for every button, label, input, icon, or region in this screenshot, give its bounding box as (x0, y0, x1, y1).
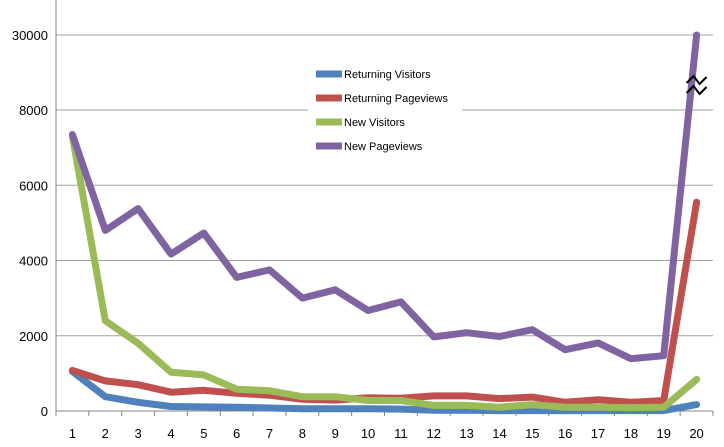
x-tick-label: 4 (167, 426, 174, 441)
x-tick-label: 19 (656, 426, 670, 441)
x-tick-label: 8 (299, 426, 306, 441)
x-tick-label: 6 (233, 426, 240, 441)
series-line-new-visitors (68, 132, 701, 412)
legend-label: Returning Visitors (344, 69, 431, 81)
x-axis-tick-labels: 1 2 3 4 5 6 7 8 9 10 11 12 13 14 15 16 17 18 19 20 (69, 426, 704, 441)
axis-break-icon (685, 84, 708, 96)
x-tick-label: 1 (69, 426, 76, 441)
y-axis-tick-labels: 0 2000 4000 6000 8000 30000 (12, 28, 48, 419)
x-tick-label: 12 (427, 426, 441, 441)
y-tick-label: 2000 (19, 329, 48, 344)
x-tick-label: 3 (135, 426, 142, 441)
x-tick-label: 10 (361, 426, 375, 441)
y-tick-label: 4000 (19, 254, 48, 269)
y-tick-label: 0 (41, 404, 48, 419)
x-tick-label: 16 (558, 426, 572, 441)
x-tick-label: 13 (459, 426, 473, 441)
gridlines (56, 34, 713, 337)
legend-label: New Pageviews (344, 141, 423, 153)
legend-label: New Visitors (344, 117, 405, 129)
y-tick-label: 6000 (19, 178, 48, 193)
x-tick-label: 18 (624, 426, 638, 441)
y-tick-label: 30000 (12, 28, 48, 43)
x-tick-label: 11 (394, 426, 408, 441)
series-lines (68, 31, 701, 415)
x-tick-label: 20 (689, 426, 703, 441)
legend-label: Returning Pageviews (344, 93, 448, 105)
x-tick-label: 14 (492, 426, 506, 441)
axis-break-marker (685, 74, 708, 96)
x-tick-label: 9 (332, 426, 339, 441)
x-tick-label: 17 (591, 426, 605, 441)
x-tick-label: 7 (266, 426, 273, 441)
x-tick-label: 15 (525, 426, 539, 441)
legend: Returning Visitors Returning Pageviews New… (308, 60, 462, 160)
series-line-new-pageviews (68, 31, 701, 363)
y-tick-label: 8000 (19, 103, 48, 118)
axis-break-icon (685, 74, 708, 86)
x-tick-label: 5 (200, 426, 207, 441)
x-tick-label: 2 (102, 426, 109, 441)
